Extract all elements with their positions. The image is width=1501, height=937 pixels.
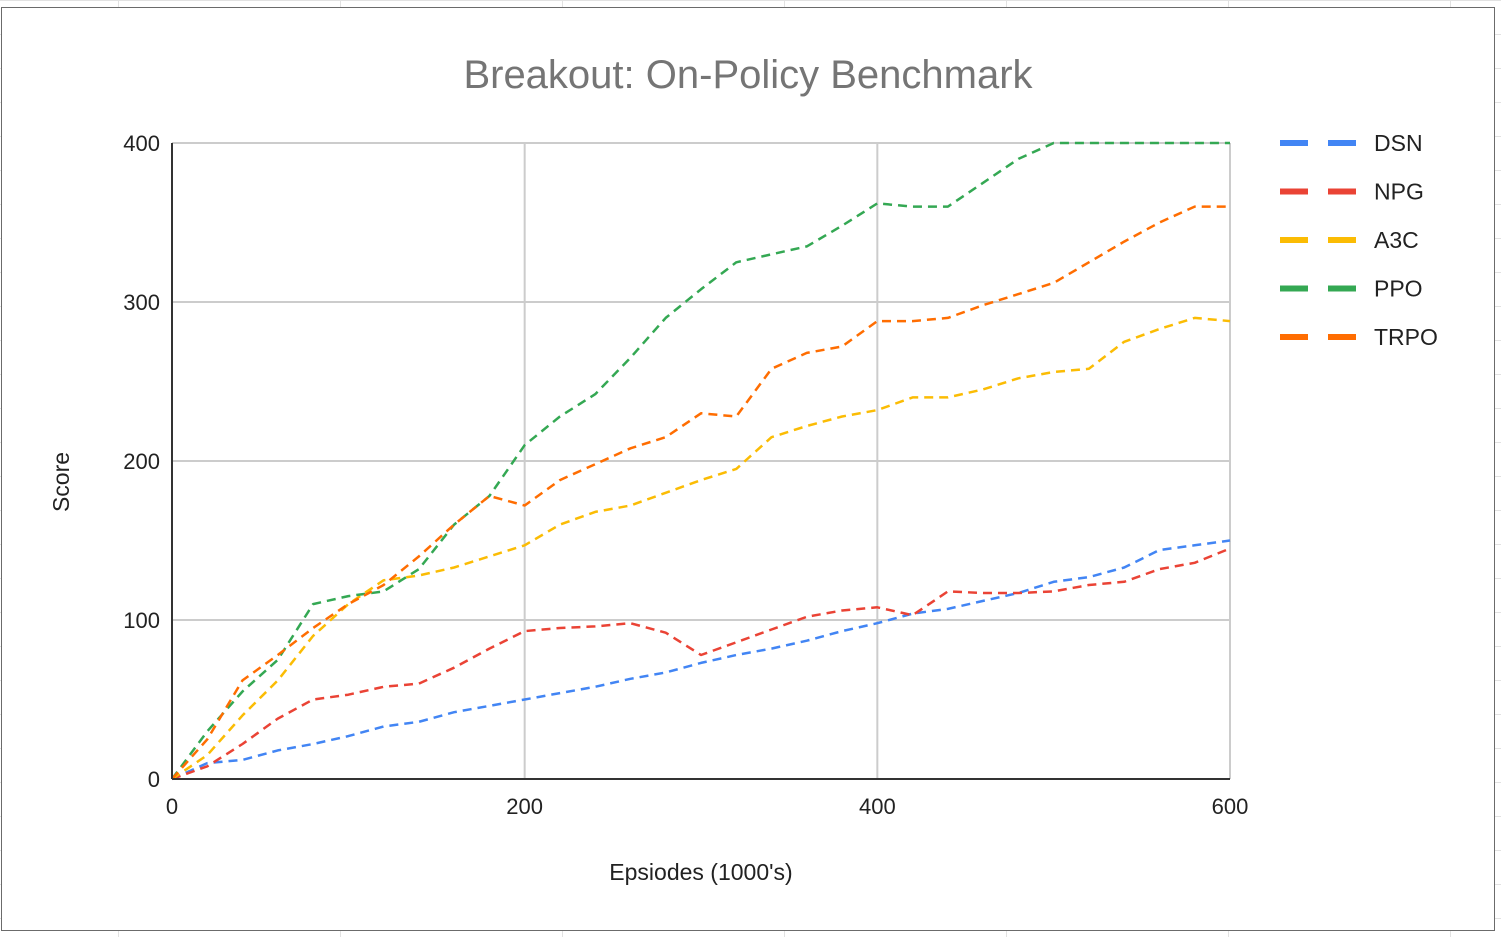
series-line-a3c[interactable] [171, 316, 1231, 781]
y-axis-title: Score [48, 452, 74, 512]
legend[interactable]: DSN NPG A3C PPO TRPO [1280, 130, 1438, 350]
legend-label: PPO [1374, 276, 1423, 302]
series-lines [170, 141, 1231, 781]
y-tick-label-0: 0 [148, 767, 160, 792]
legend-label: NPG [1374, 179, 1424, 205]
legend-item-trpo[interactable]: TRPO [1280, 324, 1438, 350]
legend-item-npg[interactable]: NPG [1280, 179, 1424, 205]
chart-title: Breakout: On-Policy Benchmark [463, 53, 1033, 97]
legend-label: A3C [1374, 227, 1419, 253]
legend-item-dsn[interactable]: DSN [1280, 130, 1423, 156]
series-line-ppo[interactable] [170, 141, 1230, 780]
x-axis-tick-labels: 0 200 400 600 [166, 794, 1248, 819]
legend-label: DSN [1374, 130, 1423, 156]
x-tick-label-2: 400 [859, 794, 896, 819]
y-axis-tick-labels: 0 100 200 300 400 [123, 131, 160, 792]
legend-label: TRPO [1374, 324, 1438, 350]
series-line-dsn[interactable] [171, 539, 1231, 781]
series-line-trpo[interactable] [171, 205, 1230, 780]
x-tick-label-0: 0 [166, 794, 178, 819]
y-tick-label-1: 100 [123, 608, 160, 633]
y-tick-label-3: 300 [123, 290, 160, 315]
x-tick-label-1: 200 [506, 794, 543, 819]
y-tick-label-2: 200 [123, 449, 160, 474]
series-line-npg[interactable] [171, 547, 1231, 781]
chart-container[interactable]: Breakout: On-Policy Benchmark 0 100 200 300… [1, 7, 1495, 931]
legend-item-ppo[interactable]: PPO [1280, 276, 1423, 302]
line-chart: Breakout: On-Policy Benchmark 0 100 200 300… [48, 53, 1438, 885]
gridlines [171, 142, 1231, 780]
x-axis-title: Epsiodes (1000's) [609, 859, 792, 885]
x-tick-label-3: 600 [1212, 794, 1249, 819]
legend-item-a3c[interactable]: A3C [1280, 227, 1419, 253]
y-tick-label-4: 400 [123, 131, 160, 156]
